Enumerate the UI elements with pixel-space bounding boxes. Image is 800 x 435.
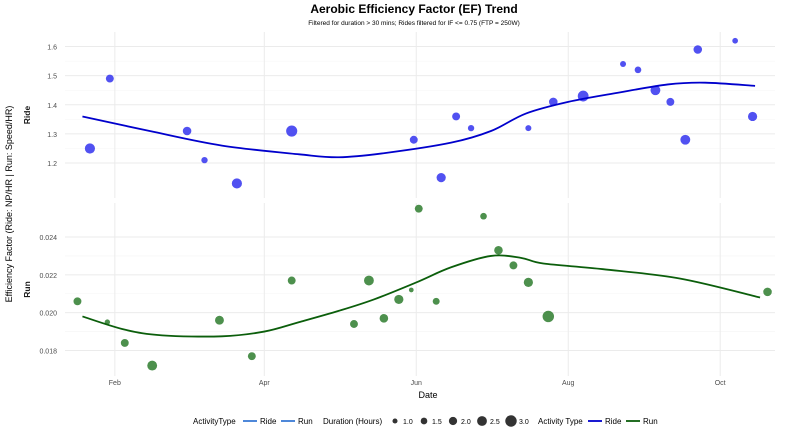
data-point <box>436 173 446 183</box>
y-tick-label: 1.5 <box>47 74 57 81</box>
x-tick-label: Feb <box>109 380 121 387</box>
data-point <box>666 97 675 106</box>
data-point <box>452 112 461 121</box>
legend-title: Duration (Hours) <box>323 417 382 426</box>
data-point <box>350 320 358 328</box>
data-point <box>494 245 503 255</box>
y-tick-label: 1.2 <box>47 161 57 168</box>
data-point <box>542 310 555 323</box>
chart-subtitle: Filtered for duration > 30 mins; Rides f… <box>308 20 520 27</box>
legend-key-size <box>477 416 487 426</box>
y-tick-label: 1.3 <box>47 132 57 139</box>
data-point <box>379 314 389 323</box>
x-axis-label: Date <box>418 390 437 400</box>
data-point <box>680 134 691 145</box>
data-point <box>747 111 758 122</box>
facet-strip-label: Run <box>22 281 32 298</box>
data-point <box>73 297 82 306</box>
data-point <box>480 212 487 220</box>
data-point <box>147 360 158 371</box>
legend-item-label: 1.0 <box>403 419 413 426</box>
data-point <box>509 261 518 270</box>
legend-title: ActivityType <box>193 417 236 426</box>
chart-title: Aerobic Efficiency Factor (EF) Trend <box>310 2 517 16</box>
data-point <box>287 276 296 285</box>
y-tick-label: 1.4 <box>47 103 57 110</box>
data-point <box>120 338 129 347</box>
data-point <box>231 178 242 189</box>
data-point <box>763 287 772 297</box>
trend-line <box>82 81 756 159</box>
legend-item-label: Ride <box>605 417 622 426</box>
x-tick-label: Jun <box>411 380 422 387</box>
legend-key-size <box>392 418 398 424</box>
legend-item-label: 2.5 <box>490 419 500 426</box>
x-tick-label: Apr <box>259 380 271 387</box>
legend-item-label: Ride <box>260 417 277 426</box>
data-point <box>650 85 661 96</box>
data-point <box>525 125 532 132</box>
data-point <box>732 37 738 44</box>
legend-item-label: 1.5 <box>432 419 442 426</box>
y-tick-label: 0.020 <box>39 311 57 318</box>
data-point <box>247 352 256 361</box>
data-point <box>523 277 533 288</box>
y-tick-label: 0.022 <box>39 273 57 280</box>
legend-item-label: 3.0 <box>519 419 529 426</box>
x-tick-label: Aug <box>562 380 575 387</box>
y-axis-label: Efficiency Factor (Ride: NP/HR | Run: Sp… <box>4 106 14 303</box>
data-point <box>620 61 627 68</box>
legend-item-label: Run <box>298 417 313 426</box>
data-point <box>634 66 642 74</box>
data-point <box>467 124 475 132</box>
data-point <box>394 294 404 305</box>
y-tick-label: 1.6 <box>47 45 57 52</box>
data-point <box>408 287 414 293</box>
legend-title: Activity Type <box>538 417 583 426</box>
data-point <box>693 45 703 54</box>
data-point <box>182 126 192 136</box>
panel-ride: 1.2 1.3 1.4 1.5 1.6 Ride <box>22 32 775 198</box>
legend-item-label: 2.0 <box>461 419 471 426</box>
data-point <box>286 125 298 137</box>
data-point <box>409 135 418 144</box>
data-point <box>432 297 440 305</box>
legend-key-size <box>505 415 517 427</box>
data-point <box>215 315 224 325</box>
y-tick-label: 0.024 <box>39 235 57 242</box>
data-point <box>364 275 374 286</box>
data-point <box>414 204 423 213</box>
trend-line <box>82 254 761 338</box>
x-tick-label: Oct <box>715 380 726 387</box>
facet-strip-label: Ride <box>22 106 32 125</box>
panel-run: 0.018 0.020 0.022 0.024 Run <box>22 203 775 376</box>
legend-key-size <box>448 416 458 426</box>
legend: ActivityType Ride Run Duration (Hours) 1.0 1.… <box>193 415 658 427</box>
legend-item-label: Run <box>643 417 658 426</box>
data-point <box>105 74 114 83</box>
legend-key-size <box>420 417 428 425</box>
data-point <box>84 143 95 154</box>
data-point <box>201 156 208 164</box>
y-tick-label: 0.018 <box>39 348 57 355</box>
